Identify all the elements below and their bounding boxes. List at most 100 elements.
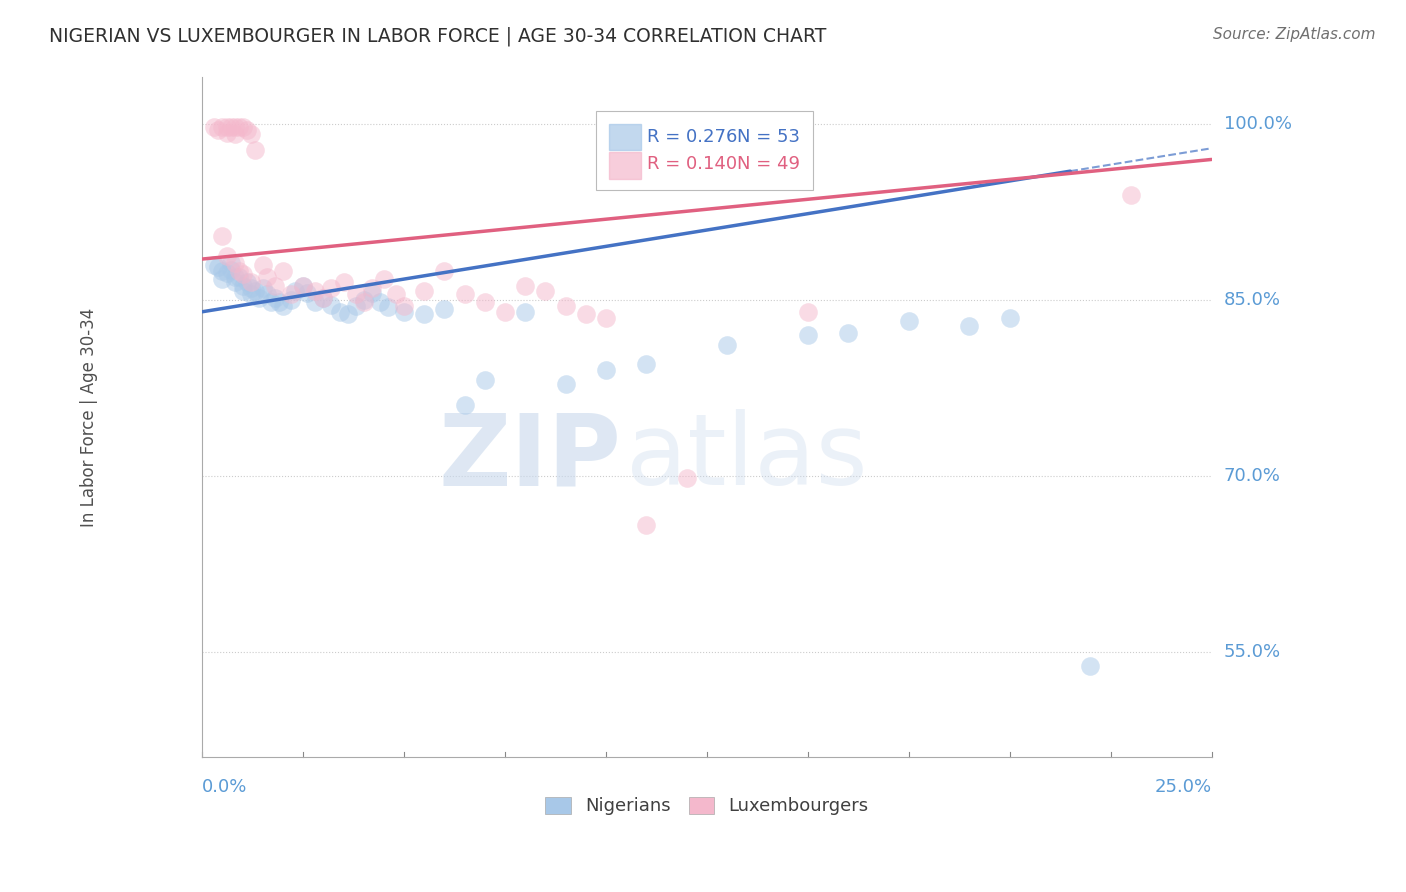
- Point: [260, 295, 283, 310]
- Text: R = 0.140: R = 0.140: [647, 155, 738, 173]
- Point: [392, 299, 415, 313]
- Text: NIGERIAN VS LUXEMBOURGER IN LABOR FORCE | AGE 30-34 CORRELATION CHART: NIGERIAN VS LUXEMBOURGER IN LABOR FORCE …: [49, 27, 827, 46]
- Point: [360, 285, 382, 300]
- Point: [353, 295, 375, 310]
- Point: [1119, 187, 1142, 202]
- Point: [211, 120, 233, 134]
- Text: 55.0%: 55.0%: [1223, 642, 1281, 660]
- Point: [224, 120, 246, 134]
- Point: [304, 284, 326, 298]
- Point: [202, 258, 225, 272]
- Point: [336, 307, 359, 321]
- Legend: Nigerians, Luxembourgers: Nigerians, Luxembourgers: [538, 789, 876, 822]
- Point: [219, 120, 242, 134]
- Point: [239, 287, 262, 301]
- Point: [554, 299, 576, 313]
- Point: [207, 123, 229, 137]
- Point: [239, 276, 262, 290]
- FancyBboxPatch shape: [609, 124, 641, 150]
- Point: [897, 314, 920, 328]
- Text: 25.0%: 25.0%: [1154, 778, 1212, 796]
- Point: [433, 302, 456, 317]
- Point: [413, 284, 436, 298]
- Point: [515, 305, 537, 319]
- Point: [494, 305, 516, 319]
- Point: [224, 255, 246, 269]
- Point: [232, 120, 254, 134]
- Point: [716, 337, 738, 351]
- Text: 70.0%: 70.0%: [1223, 467, 1281, 484]
- Point: [474, 295, 496, 310]
- Point: [675, 471, 697, 485]
- Point: [215, 266, 238, 280]
- Text: 100.0%: 100.0%: [1223, 115, 1292, 133]
- Point: [433, 264, 456, 278]
- Text: N = 49: N = 49: [737, 155, 800, 173]
- Point: [797, 305, 820, 319]
- Point: [998, 310, 1021, 325]
- Point: [595, 310, 617, 325]
- Point: [211, 228, 233, 243]
- Point: [373, 272, 395, 286]
- Point: [292, 279, 315, 293]
- Point: [837, 326, 859, 340]
- Point: [554, 377, 576, 392]
- Point: [453, 287, 475, 301]
- Point: [252, 281, 274, 295]
- Text: ZIP: ZIP: [439, 409, 621, 507]
- FancyBboxPatch shape: [609, 153, 641, 178]
- Text: 0.0%: 0.0%: [202, 778, 247, 796]
- Point: [474, 373, 496, 387]
- Point: [232, 267, 254, 281]
- Point: [271, 264, 294, 278]
- Point: [280, 287, 302, 301]
- FancyBboxPatch shape: [596, 112, 813, 190]
- Point: [228, 264, 250, 278]
- Point: [215, 126, 238, 140]
- Point: [321, 298, 343, 312]
- Point: [297, 285, 319, 300]
- Point: [239, 281, 262, 295]
- Point: [211, 272, 233, 286]
- Point: [224, 269, 246, 284]
- Point: [224, 127, 246, 141]
- Point: [256, 287, 278, 301]
- Point: [284, 284, 307, 298]
- Point: [252, 258, 274, 272]
- Point: [215, 120, 238, 134]
- Point: [636, 518, 658, 533]
- Point: [232, 284, 254, 298]
- Point: [271, 299, 294, 313]
- Text: atlas: atlas: [626, 409, 868, 507]
- Point: [368, 295, 391, 310]
- Point: [312, 291, 335, 305]
- Point: [267, 295, 290, 310]
- Point: [515, 279, 537, 293]
- Point: [219, 262, 242, 277]
- Text: N = 53: N = 53: [737, 128, 800, 145]
- Point: [219, 255, 242, 269]
- Point: [328, 305, 350, 319]
- Point: [207, 260, 229, 275]
- Point: [228, 269, 250, 284]
- Point: [243, 143, 266, 157]
- Point: [595, 363, 617, 377]
- Point: [292, 279, 315, 293]
- Point: [636, 358, 658, 372]
- Point: [235, 123, 257, 137]
- Point: [312, 291, 335, 305]
- Text: 85.0%: 85.0%: [1223, 291, 1281, 309]
- Point: [413, 307, 436, 321]
- Point: [228, 120, 250, 134]
- Point: [360, 281, 382, 295]
- Point: [235, 276, 257, 290]
- Point: [256, 269, 278, 284]
- Point: [1080, 658, 1102, 673]
- Point: [232, 279, 254, 293]
- Point: [247, 291, 270, 305]
- Point: [534, 284, 557, 298]
- Point: [321, 281, 343, 295]
- Point: [202, 120, 225, 134]
- Text: R = 0.276: R = 0.276: [647, 128, 738, 145]
- Point: [280, 293, 302, 307]
